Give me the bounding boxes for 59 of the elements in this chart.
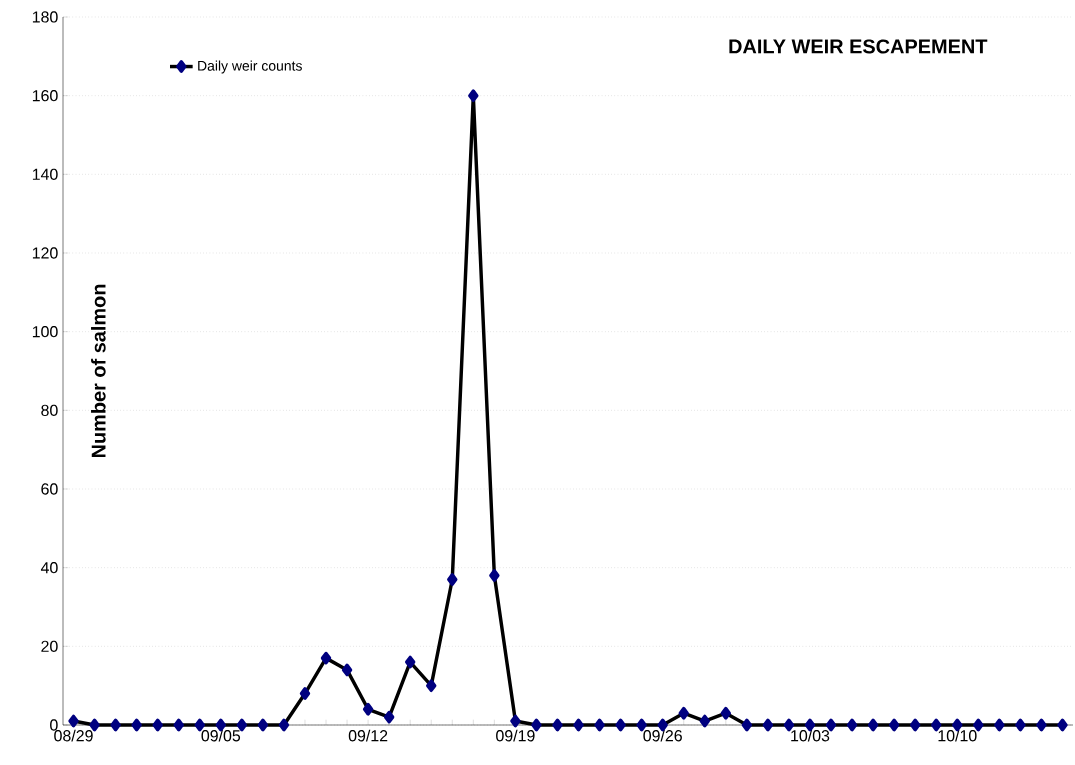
point — [404, 655, 416, 669]
x-tick-label: 08/29 — [54, 729, 93, 742]
point — [867, 718, 879, 732]
y-tick-label: 120 — [32, 247, 58, 259]
x-tick-label: 09/12 — [348, 729, 388, 742]
y-tick-label: 140 — [32, 168, 58, 180]
point — [594, 718, 605, 732]
point — [383, 710, 395, 724]
y-tick-label: 20 — [41, 640, 58, 652]
x-tick-label: 10/03 — [791, 729, 830, 742]
point — [489, 569, 500, 582]
point — [152, 718, 163, 732]
point — [888, 718, 900, 732]
point — [615, 718, 626, 732]
point — [931, 718, 942, 732]
point — [825, 718, 837, 732]
point — [320, 651, 332, 665]
point — [68, 714, 79, 728]
x-tick-label: 09/26 — [643, 729, 682, 742]
point — [762, 718, 774, 732]
y-tick-label: 0 — [50, 719, 58, 731]
point — [741, 718, 753, 732]
point — [1015, 718, 1026, 732]
point — [173, 718, 184, 732]
point — [362, 702, 374, 716]
point — [783, 718, 795, 732]
point — [720, 706, 732, 720]
x-tick-label: 09/05 — [201, 729, 241, 742]
point — [994, 718, 1005, 732]
y-tick-label: 80 — [41, 404, 58, 416]
y-tick-label: 40 — [40, 562, 58, 574]
y-axis-title: Number of salmon — [91, 284, 106, 458]
text: DAILY WEIR ESCAPEMENT — [729, 39, 988, 54]
point — [846, 718, 858, 732]
legend-label: Daily weir counts — [198, 60, 302, 74]
point — [278, 718, 290, 732]
x-tick-label: 09/19 — [496, 729, 535, 742]
point — [1057, 718, 1068, 732]
point — [552, 718, 563, 732]
point — [468, 89, 479, 103]
point — [678, 706, 689, 720]
y-tick-label: 180 — [32, 11, 58, 23]
point — [257, 718, 269, 732]
y-tick-label: 60 — [41, 483, 58, 495]
point — [699, 714, 710, 728]
y-tick-label: 100 — [32, 326, 58, 338]
point — [299, 687, 311, 700]
point — [1036, 718, 1047, 732]
point — [510, 714, 521, 728]
point — [131, 718, 142, 732]
point — [973, 718, 984, 732]
point — [447, 573, 458, 586]
y-tick-label: 160 — [32, 90, 58, 102]
point — [573, 718, 584, 732]
x-tick-label: 10/10 — [938, 729, 977, 742]
point — [341, 663, 353, 677]
point — [110, 718, 121, 732]
point — [426, 679, 437, 693]
point — [909, 718, 921, 732]
